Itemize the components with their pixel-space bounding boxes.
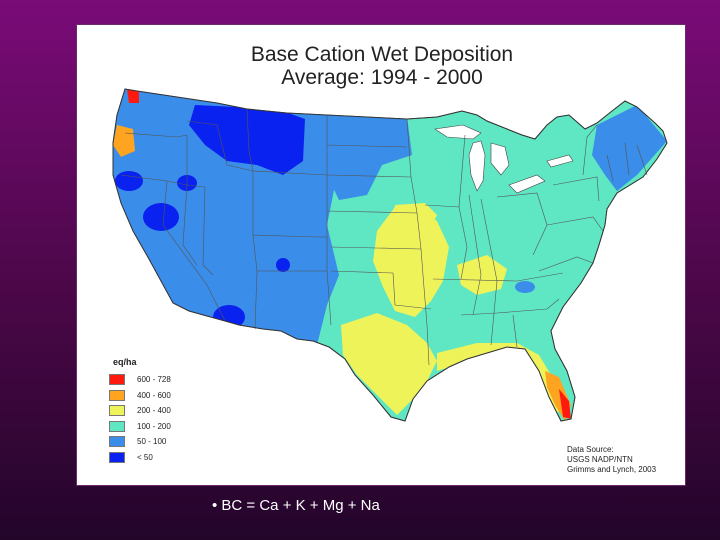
legend-label: 50 - 100 bbox=[137, 437, 167, 447]
legend-swatch bbox=[109, 420, 125, 432]
great-lake-erie bbox=[508, 174, 546, 194]
legend-entry: 50 - 100 bbox=[109, 434, 171, 450]
deposition-surface bbox=[112, 88, 668, 422]
rockies-zone-lt-50 bbox=[276, 258, 290, 272]
title-line-2: Average: 1994 - 2000 bbox=[281, 66, 483, 89]
legend-entry: 400 - 600 bbox=[109, 388, 171, 404]
great-lake-ontario bbox=[546, 154, 574, 168]
pacific-coast-zone-400-600 bbox=[113, 125, 135, 157]
legend-label: 200 - 400 bbox=[137, 406, 171, 416]
florida-zone-600-728 bbox=[559, 389, 571, 419]
legend-swatch bbox=[109, 436, 125, 448]
legend-entry: < 50 bbox=[109, 450, 171, 466]
legend-entry: 600 - 728 bbox=[109, 372, 171, 388]
legend-label: 100 - 200 bbox=[137, 421, 171, 431]
pacific-coast-zone-600-728 bbox=[127, 89, 139, 103]
central-zone-200-400 bbox=[373, 207, 449, 317]
legend-label: < 50 bbox=[137, 452, 153, 462]
legend-unit: eq/ha bbox=[113, 357, 137, 367]
intermountain-zone-lt-50-b bbox=[143, 203, 179, 231]
intermountain-zone-lt-50-a bbox=[115, 171, 143, 191]
legend-swatch bbox=[109, 389, 125, 401]
title-line-1: Base Cation Wet Deposition bbox=[250, 43, 514, 66]
legend-label: 400 - 600 bbox=[137, 390, 171, 400]
southern-plains-zone-200-400 bbox=[341, 313, 437, 415]
us-outline bbox=[112, 88, 668, 422]
midwest-zone-200-400 bbox=[457, 255, 507, 295]
legend-swatch bbox=[109, 451, 125, 463]
map-title: Base Cation Wet Deposition Average: 1994… bbox=[77, 43, 687, 89]
source-line-1: Data Source: bbox=[567, 445, 614, 454]
northeast-zone-50-100 bbox=[592, 105, 667, 191]
legend-entry: 100 - 200 bbox=[109, 419, 171, 435]
base-cation-definition: • BC = Ca + K + Mg + Na bbox=[212, 497, 380, 514]
data-source-note: Data Source: USGS NADP/NTN Grimms and Ly… bbox=[567, 445, 656, 475]
legend-swatch bbox=[109, 405, 125, 417]
legend-swatch bbox=[109, 374, 125, 386]
state-boundaries bbox=[120, 108, 648, 366]
plains-zone-50-100 bbox=[307, 113, 412, 200]
great-lake-michigan bbox=[468, 140, 486, 192]
iowa-zone-200-400 bbox=[393, 203, 437, 231]
map-figure: Base Cation Wet Deposition Average: 1994… bbox=[76, 24, 686, 486]
source-line-2: USGS NADP/NTN bbox=[567, 455, 633, 464]
mountain-zone-lt-50 bbox=[189, 105, 305, 175]
great-lake-superior bbox=[434, 124, 482, 140]
source-line-3: Grimms and Lynch, 2003 bbox=[567, 465, 657, 474]
map-legend: eq/ha 600 - 728 400 - 600 200 - 400 100 … bbox=[109, 357, 171, 465]
legend-label: 600 - 728 bbox=[137, 375, 171, 385]
great-lake-huron bbox=[490, 142, 510, 176]
deposition-map bbox=[112, 88, 668, 422]
appalachian-zone-lt-50 bbox=[515, 281, 535, 293]
legend-entry: 200 - 400 bbox=[109, 403, 171, 419]
